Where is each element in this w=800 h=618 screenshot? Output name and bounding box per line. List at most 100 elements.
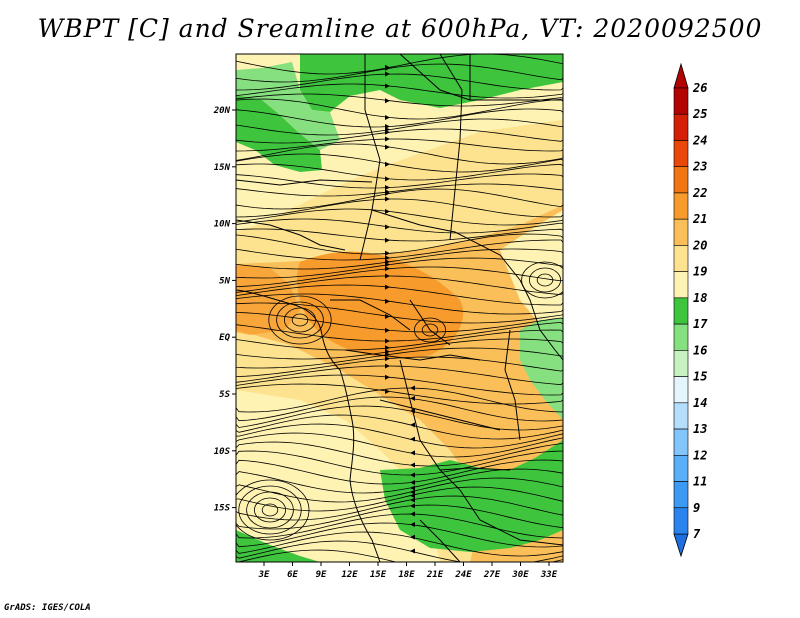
streamline bbox=[236, 459, 563, 485]
vortex-ring bbox=[291, 313, 309, 327]
colorbar-swatch bbox=[673, 87, 689, 115]
streamline-arrow bbox=[410, 534, 415, 540]
streamline bbox=[236, 108, 563, 128]
field-green-light-north bbox=[236, 62, 340, 150]
streamline bbox=[236, 83, 563, 99]
vortex-ring bbox=[421, 323, 439, 337]
streamline bbox=[236, 188, 563, 210]
colorbar-label: 23 bbox=[692, 160, 707, 174]
streamline-arrow bbox=[410, 503, 415, 509]
footer-credit: GrADS: IGES/COLA bbox=[4, 603, 91, 613]
streamline bbox=[236, 284, 563, 306]
colorbar-label: 20 bbox=[692, 238, 707, 252]
streamline-arrow bbox=[385, 144, 390, 150]
streamline bbox=[236, 218, 563, 234]
map-panel bbox=[236, 54, 563, 568]
streamline bbox=[236, 163, 563, 181]
streamline bbox=[236, 228, 563, 242]
vortex-ring bbox=[268, 295, 332, 345]
map-title: WBPT [C] and Sreamline at 600hPa, VT: 20… bbox=[37, 14, 763, 43]
colorbar-swatch bbox=[673, 297, 689, 325]
streamline-arrow bbox=[410, 485, 415, 491]
streamline bbox=[236, 356, 563, 378]
streamline-arrow bbox=[385, 196, 390, 202]
colorbar-label: 11 bbox=[693, 475, 707, 489]
streamline-arrow bbox=[385, 284, 390, 290]
streamline bbox=[236, 531, 563, 557]
streamline-arrow bbox=[385, 388, 390, 394]
streamline-arrow bbox=[385, 327, 390, 333]
colorbar-label: 18 bbox=[693, 291, 707, 305]
streamline-arrow bbox=[385, 98, 390, 104]
longitude-axis: 3E 6E 9E 12E 15E 18E 21E 24E 27E 30E 33E bbox=[258, 562, 558, 580]
streamline bbox=[236, 423, 563, 449]
streamline bbox=[236, 302, 563, 324]
streamline bbox=[236, 311, 563, 333]
streamline-arrow bbox=[385, 314, 390, 320]
streamline bbox=[236, 248, 563, 270]
streamline bbox=[236, 266, 563, 288]
field-green-northwest bbox=[236, 95, 322, 172]
colorbar-label: 15 bbox=[693, 370, 707, 384]
streamline-arrow bbox=[385, 224, 390, 230]
colorbar: 26 25 24 23 22 21 20 19 18 17 16 15 14 13 12 11 9 7 bbox=[673, 62, 708, 558]
colorbar-swatch bbox=[673, 507, 689, 535]
streamline-arrow bbox=[385, 176, 390, 182]
streamline bbox=[236, 293, 563, 315]
lon-tick-label: 12E bbox=[341, 570, 358, 580]
streamline bbox=[236, 233, 563, 255]
streamline-arrow bbox=[385, 338, 390, 344]
streamline-arrow bbox=[385, 209, 390, 215]
streamline bbox=[236, 98, 563, 120]
streamline bbox=[236, 54, 563, 75]
lat-tick-label: 10S bbox=[214, 447, 231, 457]
lon-tick-label: 3E bbox=[258, 570, 270, 580]
lat-tick-label: 10N bbox=[214, 220, 231, 230]
streamline bbox=[236, 522, 563, 548]
streamline bbox=[236, 405, 563, 431]
lat-tick-label: EQ bbox=[219, 333, 230, 343]
colorbar-label: 26 bbox=[692, 81, 707, 95]
streamline bbox=[236, 549, 563, 562]
colorbar-label: 25 bbox=[692, 107, 707, 121]
streamline bbox=[236, 387, 563, 413]
streamline bbox=[236, 143, 563, 165]
streamline bbox=[236, 365, 563, 386]
streamline-arrow bbox=[385, 190, 390, 196]
lon-tick-label: 6E bbox=[287, 570, 298, 580]
colorbar-swatch bbox=[673, 428, 689, 456]
streamline-arrow bbox=[385, 185, 390, 191]
lat-tick-label: 5N bbox=[219, 276, 230, 286]
streamline-arrow bbox=[385, 250, 390, 256]
streamline-arrow bbox=[385, 273, 390, 279]
streamline-arrow bbox=[410, 480, 415, 486]
streamline bbox=[236, 138, 563, 152]
streamline bbox=[236, 347, 563, 369]
streamline-arrow bbox=[385, 262, 390, 268]
streamline bbox=[236, 128, 563, 144]
streamline-arrow bbox=[385, 136, 390, 142]
streamline-arrow bbox=[385, 161, 390, 167]
colorbar-label: 24 bbox=[692, 133, 707, 147]
vortex-ring bbox=[536, 273, 554, 287]
streamline-arrow bbox=[385, 237, 390, 243]
colorbar-swatch bbox=[673, 192, 689, 220]
streamline bbox=[236, 208, 563, 226]
colorbar-swatch bbox=[673, 140, 689, 168]
colorbar-label: 16 bbox=[693, 343, 707, 357]
vortex-ring bbox=[276, 301, 324, 339]
streamline bbox=[236, 183, 563, 197]
vortex-ring bbox=[521, 261, 563, 299]
streamline-arrow bbox=[410, 563, 415, 568]
streamline bbox=[236, 153, 563, 173]
vortex-ring bbox=[283, 307, 316, 333]
vortex-ring bbox=[236, 479, 310, 541]
streamline-arrow bbox=[410, 395, 415, 401]
vortex-ring bbox=[413, 317, 446, 343]
colorbar-swatch bbox=[673, 402, 689, 430]
streamline bbox=[236, 540, 563, 562]
colorbar-label: 21 bbox=[692, 212, 707, 226]
map-frame bbox=[235, 53, 564, 563]
streamline bbox=[236, 239, 563, 261]
